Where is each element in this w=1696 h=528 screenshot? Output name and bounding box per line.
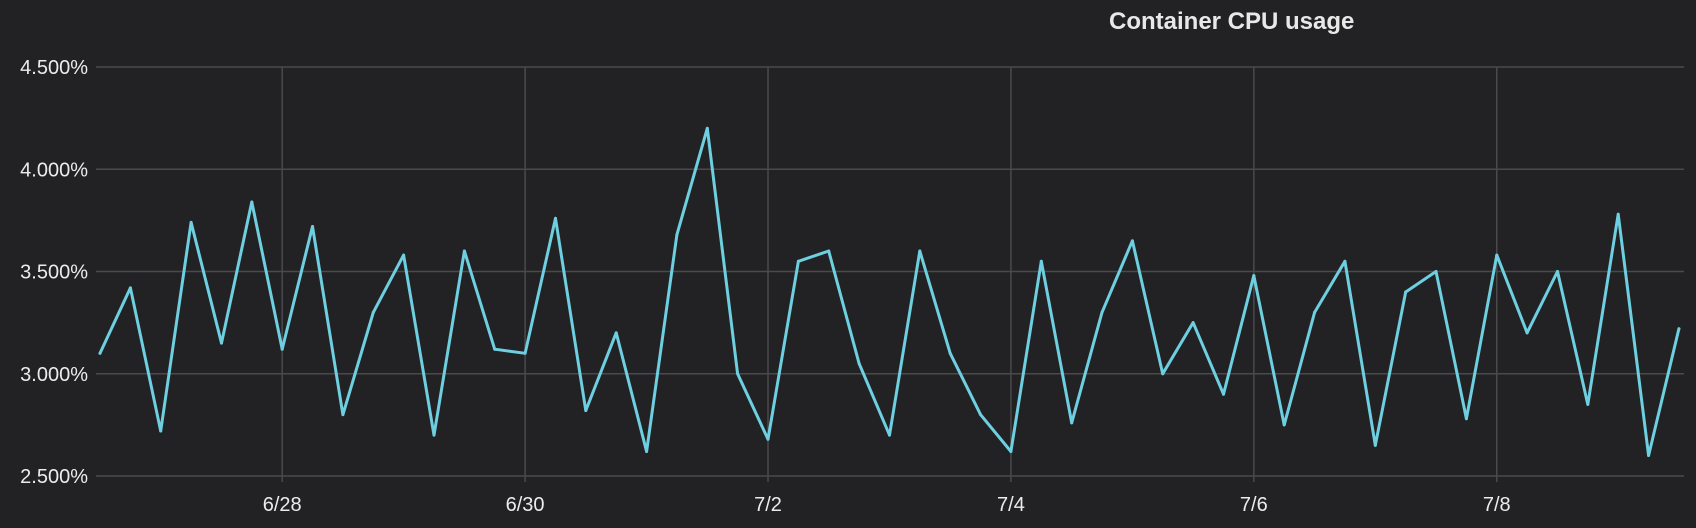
x-tick-label: 7/8 [1483, 494, 1511, 516]
data-point [1009, 449, 1013, 453]
data-point [219, 341, 223, 345]
data-point [493, 347, 497, 351]
x-tick-label: 6/28 [263, 494, 302, 516]
x-axis-labels: 6/28 6/30 7/2 7/4 7/6 7/8 [263, 494, 1511, 516]
data-point [280, 347, 284, 351]
data-point [98, 351, 102, 355]
y-tick-label: 2.500% [20, 466, 88, 488]
data-point [1434, 270, 1438, 273]
data-point [796, 259, 800, 263]
data-point [1252, 274, 1256, 278]
data-point [827, 249, 831, 253]
data-point [1586, 402, 1590, 406]
data-point [1404, 290, 1408, 294]
data-point [1130, 239, 1134, 243]
data-point [948, 351, 952, 355]
data-point [189, 220, 193, 224]
data-point [250, 200, 254, 204]
data-point [1495, 253, 1499, 257]
x-tick-label: 7/4 [997, 494, 1025, 516]
y-tick-label: 4.500% [20, 57, 88, 79]
data-point [1039, 259, 1043, 263]
data-point [1525, 331, 1529, 335]
data-point [979, 413, 983, 417]
x-tick-label: 7/6 [1240, 494, 1268, 516]
data-point [766, 437, 770, 441]
y-tick-label: 3.000% [20, 364, 88, 386]
data-point [705, 126, 709, 130]
data-point [1373, 443, 1377, 447]
chart-title: Container CPU usage [1109, 8, 1355, 35]
data-point [159, 429, 163, 433]
data-point [736, 372, 740, 376]
data-point [1221, 392, 1225, 396]
data-point [584, 409, 588, 413]
data-point [1343, 259, 1347, 263]
x-gridlines [281, 67, 1498, 482]
data-point [1555, 270, 1559, 273]
data-point [371, 310, 375, 314]
data-point [311, 225, 315, 229]
data-point [675, 233, 679, 237]
data-point [1616, 212, 1620, 216]
data-point [1161, 372, 1165, 376]
data-point [1100, 310, 1104, 314]
data-point [1282, 423, 1286, 427]
data-point [645, 449, 649, 453]
data-point [1464, 417, 1468, 421]
series-layer [98, 126, 1681, 458]
data-point [341, 413, 345, 417]
data-point [523, 351, 527, 355]
data-point [918, 249, 922, 253]
data-point [1191, 321, 1195, 325]
y-gridlines [96, 66, 1684, 477]
data-point [857, 362, 861, 366]
data-point [1647, 454, 1651, 458]
data-point [887, 433, 891, 437]
data-point [402, 253, 406, 257]
data-point [1070, 421, 1074, 425]
data-point [614, 331, 618, 335]
data-point [1677, 327, 1681, 331]
x-tick-label: 7/2 [754, 494, 782, 516]
series-line [98, 126, 1681, 457]
x-tick-label: 6/30 [506, 494, 545, 516]
y-tick-label: 3.500% [20, 262, 88, 284]
y-tick-label: 4.000% [20, 159, 88, 181]
data-point [128, 286, 132, 290]
y-axis-labels: 4.500% 4.000% 3.500% 3.000% 2.500% [20, 57, 88, 488]
data-point [553, 216, 557, 220]
data-point [1313, 310, 1317, 314]
data-point [432, 433, 436, 437]
data-point [462, 249, 466, 253]
